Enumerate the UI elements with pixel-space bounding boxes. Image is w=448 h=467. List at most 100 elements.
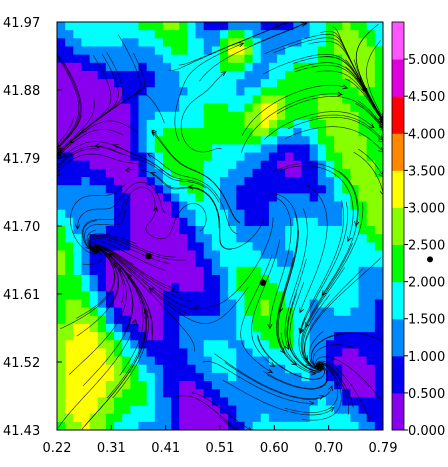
heat-cell [228,128,237,137]
heat-cell [203,95,213,105]
streamline-arrow [314,363,320,368]
heat-cell [73,54,83,64]
heat-cell [114,372,123,382]
heat-cell [334,87,343,97]
heat-cell [301,46,311,56]
heat-cell [334,22,343,31]
heat-cell [325,372,335,382]
heat-cell [301,405,311,415]
heat-cell [220,340,229,349]
heat-cell [57,217,66,227]
heat-cell [358,242,368,252]
heat-cell [374,332,383,341]
heat-cell [309,152,319,162]
heat-cell [57,234,66,243]
heat-cell [211,201,221,211]
heat-cell [244,364,254,374]
heat-cell [317,242,327,252]
heat-cell [334,111,343,121]
heat-cell [228,283,237,292]
streamline [301,267,345,370]
heat-cell [114,323,123,333]
heat-cell [122,22,131,31]
heat-cell [277,291,286,301]
heat-cell [366,372,376,382]
heat-cell [65,185,74,194]
heat-cell [334,356,343,366]
heat-cell [73,266,83,276]
heat-cell [89,185,99,194]
heat-cell [162,413,172,423]
heat-cell [220,307,229,317]
heat-cell [325,193,335,203]
heat-cell [374,405,383,415]
heat-cell [195,79,205,88]
heat-cell [203,128,213,137]
heat-cell [97,128,107,137]
heat-cell [252,291,262,301]
heat-cell [236,266,246,276]
heat-cell [342,185,351,194]
heat-cell [162,389,172,398]
heat-cell [81,46,91,56]
heat-cell [325,364,335,374]
x-axis: 0.22 0.31 0.41 0.51 0.60 0.70 0.79 [43,425,397,456]
heat-cell [65,87,74,97]
heat-cell [325,160,335,170]
heat-cell [268,185,278,194]
heat-cell [236,70,246,80]
heat-cell [342,364,351,374]
heat-cell [366,266,376,276]
heat-cell [114,356,123,366]
streamline-arrow [275,24,281,30]
heat-cell [73,348,83,358]
heat-cell [244,160,254,170]
heat-cell [130,95,140,105]
heat-cell [301,315,311,325]
colorbar-tick-label: 1.000 [408,350,445,365]
heat-cell [171,250,180,260]
heat-cell [57,291,66,301]
heat-cell [277,119,286,129]
heat-cell [73,250,83,260]
streamline [191,392,250,430]
heat-cell [122,168,131,178]
streamline [316,70,382,120]
heat-cell [260,119,270,129]
heat-cell [138,397,148,407]
heat-cell [293,291,303,301]
heat-cell [366,87,376,97]
heat-cell [244,217,254,227]
heat-cell [277,152,286,162]
heat-cell [293,38,303,48]
heat-cell [162,201,172,211]
streamline-arrow [328,385,333,391]
heat-cell [130,54,140,64]
heat-cell [65,160,74,170]
heat-cell [179,87,188,97]
heat-cell [285,38,294,48]
heat-cell [342,299,351,309]
heat-cell [138,177,148,186]
heat-cell [252,103,262,113]
streamline-arrow [378,135,383,141]
heat-cell [374,46,383,56]
heat-cell [358,364,368,374]
heat-cell [65,70,74,80]
heat-cell [130,128,140,137]
heat-cell [122,348,131,358]
heat-cell [97,323,107,333]
heat-cell [57,372,66,382]
heat-cell [374,209,383,219]
heat-cell [179,54,188,64]
heat-cell [89,397,99,407]
heat-cell [57,274,66,284]
streamline [366,40,382,116]
heat-cell [358,250,368,260]
heat-cell [334,30,343,39]
heat-cell [171,70,180,80]
heat-cell [252,217,262,227]
streamline [147,153,239,235]
heat-cell [81,234,91,243]
heat-cell [105,30,115,39]
